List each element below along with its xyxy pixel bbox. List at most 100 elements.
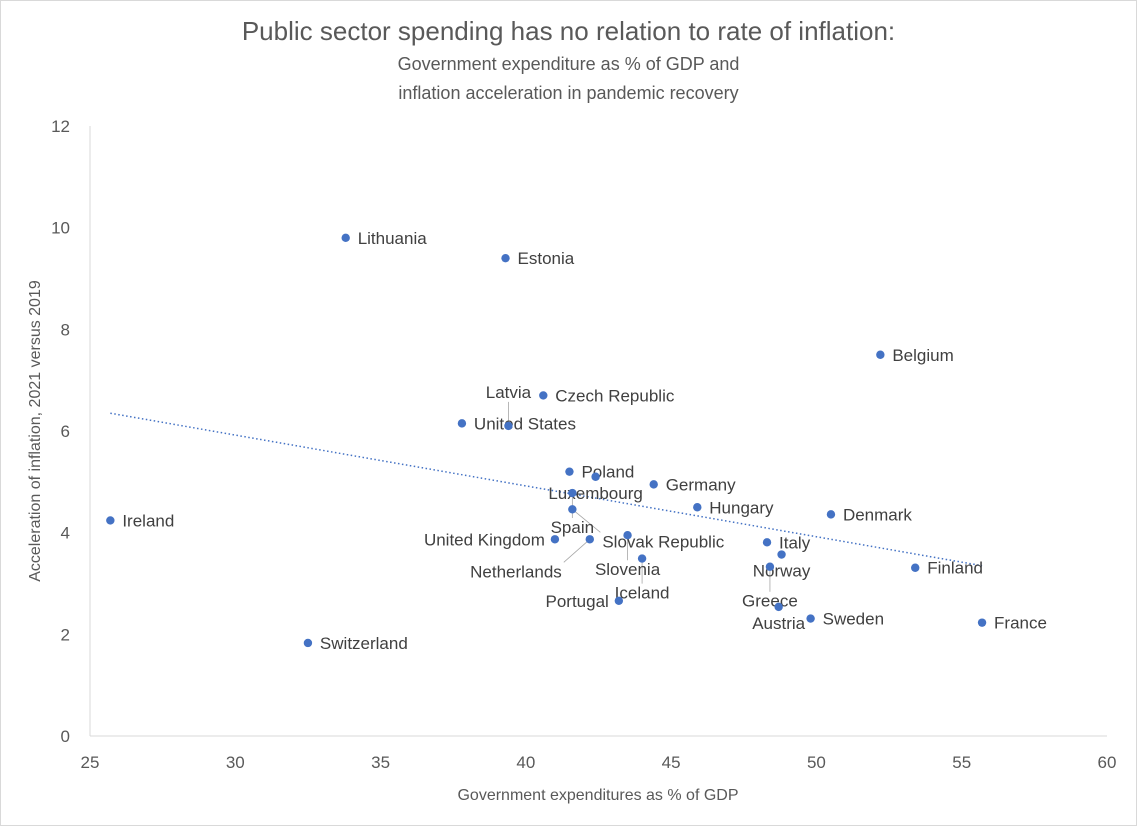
data-point — [649, 480, 658, 489]
data-point — [501, 253, 510, 263]
data-label: Poland — [581, 463, 634, 482]
data-label: Italy — [779, 533, 811, 552]
data-point-group: Hungary — [693, 498, 774, 517]
data-point-group: France — [977, 614, 1047, 633]
data-point — [693, 503, 702, 512]
data-label: Iceland — [615, 584, 670, 603]
data-label: Estonia — [518, 249, 575, 268]
data-point-group: Italy — [762, 533, 811, 552]
data-point — [568, 488, 577, 498]
y-tick-label: 12 — [51, 117, 70, 136]
trendline — [110, 412, 983, 567]
data-label: Lithuania — [358, 229, 428, 248]
data-point — [585, 535, 594, 544]
data-label: Czech Republic — [555, 386, 675, 405]
data-label: Norway — [753, 562, 811, 581]
data-label: Denmark — [843, 505, 912, 524]
data-label: Switzerland — [320, 634, 408, 653]
x-tick-label: 50 — [807, 753, 826, 772]
x-tick-label: 40 — [516, 753, 535, 772]
data-label: Netherlands — [470, 562, 562, 581]
y-tick-label: 0 — [61, 727, 70, 746]
x-tick-label: 45 — [662, 753, 681, 772]
y-tick-label: 2 — [61, 625, 70, 644]
data-point-group: Austria — [752, 602, 806, 633]
x-tick-label: 55 — [952, 753, 971, 772]
data-label: Austria — [752, 614, 805, 633]
data-point — [568, 505, 577, 514]
data-point-group: Belgium — [876, 346, 954, 365]
data-point-group: United States — [457, 414, 576, 433]
data-point-group: Latvia — [486, 383, 532, 431]
y-tick-label: 8 — [61, 320, 70, 339]
data-point-group: Iceland — [615, 554, 670, 603]
x-axis-label: Government expenditures as % of GDP — [457, 787, 738, 804]
x-tick-label: 25 — [81, 753, 100, 772]
data-label: Spain — [551, 518, 594, 537]
chart-subtitle-line-2: inflation acceleration in pandemic recov… — [398, 83, 739, 103]
data-point-group: Sweden — [806, 610, 884, 629]
data-point — [341, 233, 350, 243]
data-point-group: Portugal — [546, 592, 624, 611]
data-point — [774, 602, 783, 612]
x-tick-label: 60 — [1098, 753, 1117, 772]
data-point — [623, 531, 632, 540]
data-point — [106, 516, 115, 525]
data-point-group: Czech Republic — [539, 386, 675, 405]
data-point-group: Germany — [649, 475, 736, 494]
data-label: United States — [474, 414, 576, 433]
data-point — [806, 614, 815, 623]
data-label: United Kingdom — [424, 530, 545, 549]
data-point-group: Luxembourg — [548, 472, 643, 503]
data-point-group: Lithuania — [341, 229, 428, 248]
data-label: Luxembourg — [548, 484, 643, 503]
data-point-group: Switzerland — [303, 634, 408, 653]
data-point-group: Netherlands — [470, 535, 594, 581]
data-point — [539, 391, 548, 400]
data-point — [504, 421, 513, 431]
data-point — [765, 562, 775, 571]
data-point-group: Slovak Republic — [568, 505, 725, 551]
label-leader-line — [563, 538, 591, 563]
data-point-group: Spain — [551, 488, 594, 537]
data-point — [762, 538, 772, 547]
data-point-group: Norway — [753, 550, 811, 581]
data-point-group: Slovenia — [595, 531, 661, 579]
label-leader-line — [572, 508, 601, 533]
data-point-group: Ireland — [106, 511, 174, 530]
data-point-group: Estonia — [501, 249, 575, 268]
x-tick-label: 35 — [371, 753, 390, 772]
data-label: Latvia — [486, 383, 532, 402]
data-label: Slovenia — [595, 560, 661, 579]
chart-title: Public sector spending has no relation t… — [241, 16, 896, 46]
data-point — [911, 563, 920, 572]
data-point — [637, 554, 647, 563]
data-point — [777, 550, 786, 559]
data-point-group: Denmark — [826, 505, 912, 524]
data-point — [614, 596, 624, 605]
data-label: Hungary — [709, 498, 774, 517]
data-point-group: United Kingdom — [424, 530, 560, 549]
data-point-group: Greece — [742, 562, 798, 611]
data-label: Sweden — [823, 610, 884, 629]
data-label: Germany — [666, 475, 736, 494]
chart-subtitle-line-1: Government expenditure as % of GDP and — [397, 54, 740, 74]
data-point-group: Poland — [565, 463, 634, 482]
y-tick-label: 4 — [61, 524, 70, 543]
data-point — [591, 472, 600, 481]
data-label: Greece — [742, 592, 798, 611]
data-point — [550, 535, 560, 544]
data-point — [826, 510, 836, 519]
data-label: Belgium — [892, 346, 953, 365]
data-point — [876, 350, 885, 359]
data-label: Slovak Republic — [602, 532, 724, 551]
y-tick-label: 6 — [61, 422, 70, 441]
y-tick-label: 10 — [51, 219, 70, 238]
data-label: Finland — [927, 559, 983, 578]
data-label: France — [994, 614, 1047, 633]
data-point — [977, 618, 987, 627]
data-point-group: Finland — [911, 559, 983, 578]
x-tick-label: 30 — [226, 753, 245, 772]
data-point — [457, 419, 467, 428]
